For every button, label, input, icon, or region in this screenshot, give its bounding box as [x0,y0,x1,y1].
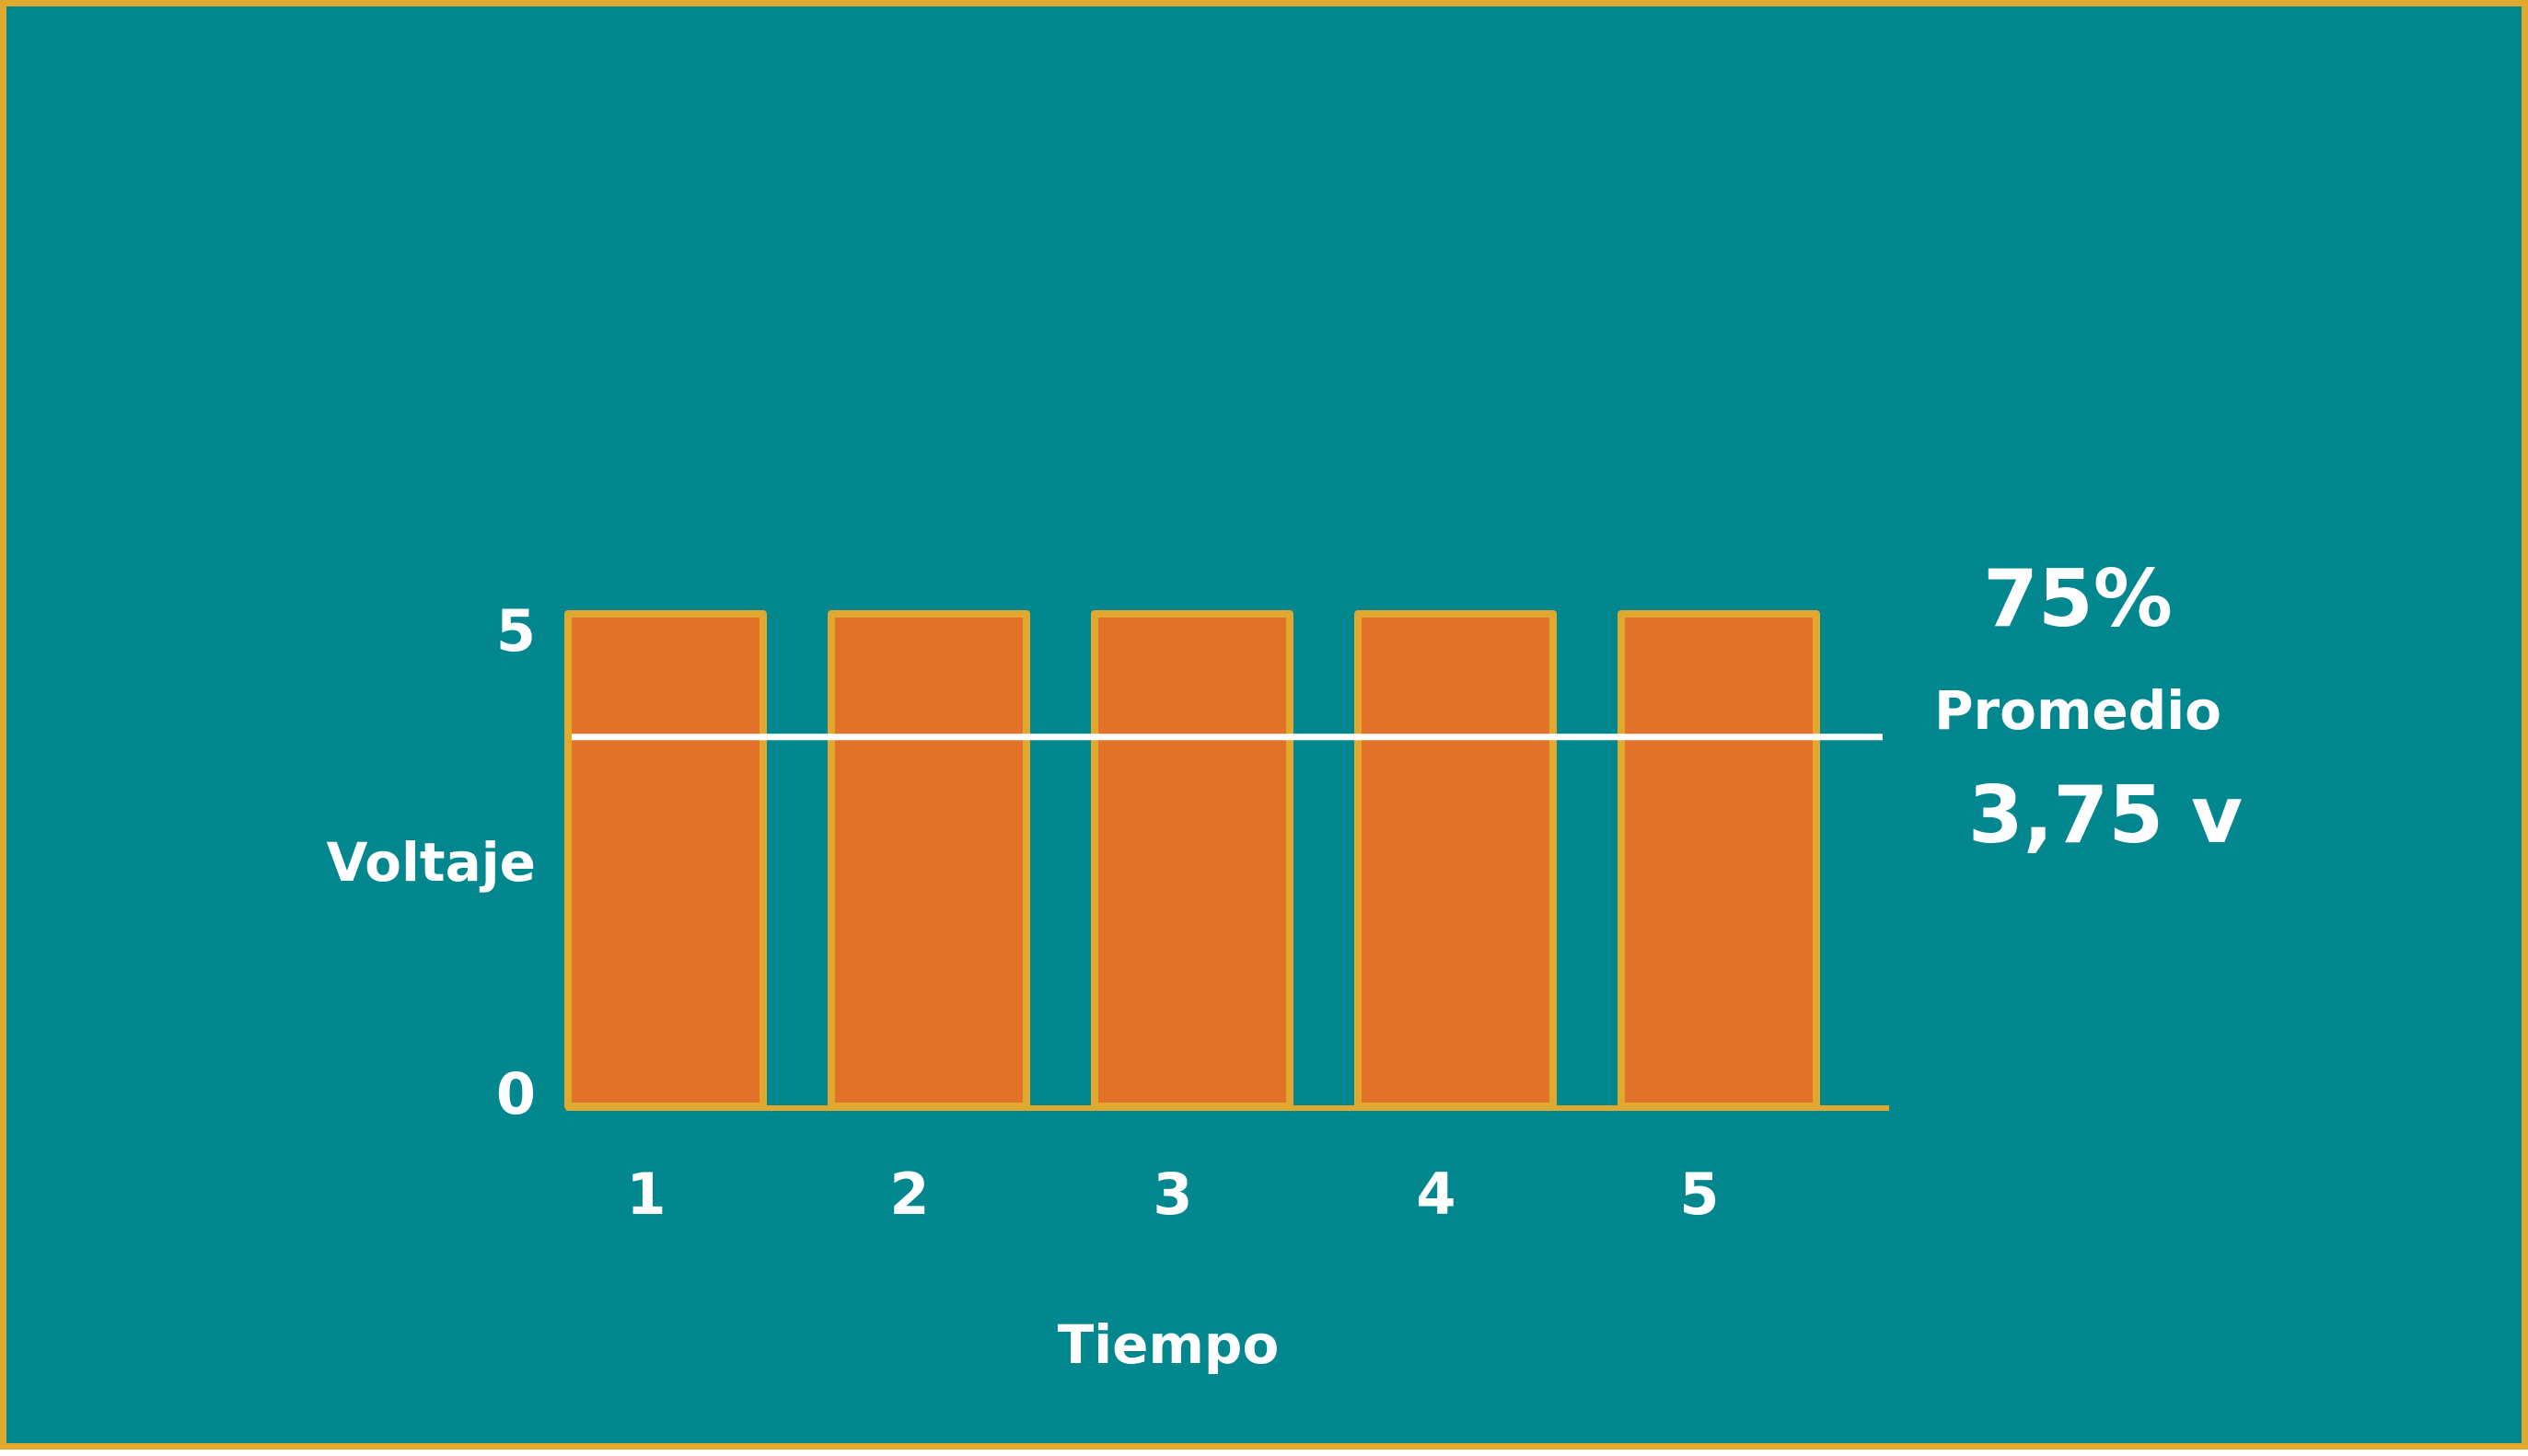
y-axis-label: Voltaje [326,831,536,894]
x-tick-label-2: 2 [889,1161,929,1228]
x-tick-label-1: 1 [626,1161,666,1228]
bar-2 [828,610,1030,1110]
bar-3 [1091,610,1293,1110]
x-tick-label-5: 5 [1679,1161,1719,1228]
duty-cycle-label: 75% [1983,553,2173,645]
bar-5 [1618,610,1820,1110]
x-axis-label: Tiempo [1058,1313,1280,1376]
pwm-bar-chart: 1 2 3 4 5 5 0 Voltaje Tiempo 75% Promedio 3,… [326,553,2243,1376]
bar-4 [1354,610,1557,1110]
x-tick-label-4: 4 [1416,1161,1455,1228]
bars-group [564,610,1820,1110]
y-tick-label-max: 5 [496,597,536,664]
average-value-label: 3,75 v [1968,769,2243,861]
x-tick-labels: 1 2 3 4 5 [626,1161,1719,1228]
bar-1 [564,610,767,1110]
y-tick-label-min: 0 [496,1060,536,1127]
average-label: Promedio [1934,679,2221,742]
x-tick-label-3: 3 [1153,1161,1192,1228]
